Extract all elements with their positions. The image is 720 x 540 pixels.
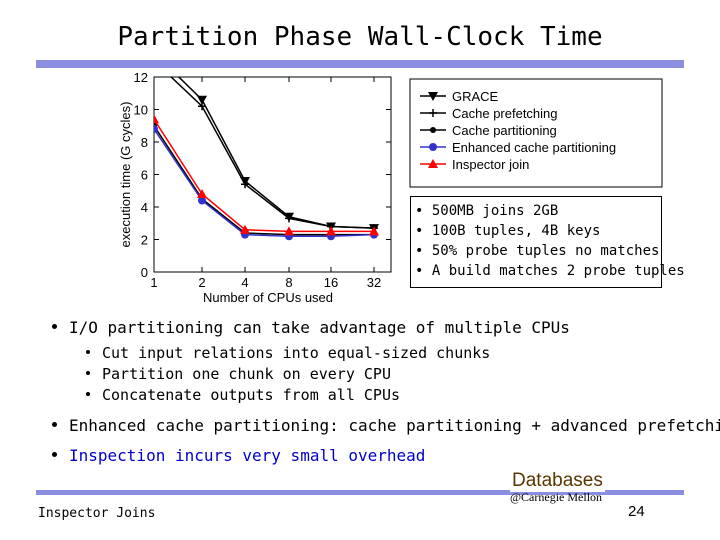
legend-label: Enhanced cache partitioning (452, 140, 616, 155)
series-line (154, 118, 374, 233)
legend-label: Cache partitioning (452, 123, 557, 138)
data-point (241, 180, 249, 189)
legend-label: Inspector join (452, 157, 529, 172)
y-tick-label: 4 (141, 200, 148, 215)
bullet-dot-icon (86, 391, 90, 396)
bullet-dot-icon (86, 349, 90, 354)
data-point (154, 125, 158, 133)
y-tick-label: 2 (141, 233, 148, 248)
sub-bullet: Partition one chunk on every CPU (86, 365, 391, 383)
series-inspector-join (154, 114, 379, 236)
y-tick-label: 12 (134, 70, 148, 85)
footer-divider (36, 490, 684, 495)
data-point (198, 196, 206, 205)
data-point (150, 57, 158, 65)
x-tick-label: 32 (367, 275, 381, 290)
data-point (154, 114, 159, 124)
logo-main-text: Databases (510, 470, 605, 492)
series-line (170, 77, 375, 229)
legend-entry-cache-prefetching: Cache prefetching (420, 106, 558, 121)
data-point (285, 214, 293, 223)
legend-marker (429, 109, 437, 117)
series-grace (149, 49, 379, 234)
data-point (369, 226, 379, 236)
page-number: 24 (628, 503, 645, 520)
bullet-main-3: Inspection incurs very small overhead (52, 446, 425, 465)
legend-label: GRACE (452, 89, 499, 104)
footer-title: Inspector Joins (38, 506, 156, 521)
y-axis-label: execution time (G cycles) (118, 102, 133, 248)
sub-bullet: Concatenate outputs from all CPUs (86, 386, 400, 404)
series-line (154, 125, 374, 236)
slide-title: Partition Phase Wall-Clock Time (117, 22, 603, 52)
cmu-databases-logo: Databases @Carnegie Mellon (510, 470, 605, 505)
legend-entry-enhanced-cache-partitioning: Enhanced cache partitioning (420, 140, 616, 155)
data-point (197, 95, 207, 105)
data-point (326, 226, 336, 236)
series-line (154, 128, 375, 237)
legend-marker (428, 92, 438, 101)
note-line: • 50% probe tuples no matches (415, 243, 660, 259)
bullet-dot-icon (52, 452, 57, 457)
x-tick-label: 16 (324, 275, 338, 290)
series-enhanced-cache-partitioning (154, 125, 378, 241)
legend-box (409, 78, 663, 188)
logo-sub-text: @Carnegie Mellon (510, 490, 603, 504)
bullet-main-2: Enhanced cache partitioning: cache parti… (52, 416, 720, 435)
legend-entry-inspector-join: Inspector join (420, 157, 529, 172)
title-divider (36, 60, 684, 68)
bullet-dot-icon (52, 422, 57, 427)
sub-bullet: Cut input relations into equal-sized chu… (86, 344, 490, 362)
data-point (197, 189, 207, 198)
x-tick-label: 1 (150, 275, 157, 290)
x-axis-label: Number of CPUs used (203, 290, 333, 305)
series-line (177, 77, 375, 229)
x-tick-label: 2 (198, 275, 205, 290)
y-tick-label: 10 (134, 103, 148, 118)
legend-marker (429, 143, 437, 151)
data-point (198, 102, 206, 111)
bullet-main-1: I/O partitioning can take advantage of m… (52, 318, 570, 337)
x-tick-label: 4 (241, 275, 248, 290)
note-line: • A build matches 2 probe tuples (415, 263, 685, 279)
y-tick-label: 8 (141, 135, 148, 150)
note-line: • 100B tuples, 4B keys (415, 223, 601, 239)
y-tick-label: 0 (141, 265, 148, 280)
note-line: • 500MB joins 2GB (415, 203, 559, 219)
legend-entry-grace: GRACE (420, 89, 499, 104)
bullet-dot-icon (52, 324, 57, 329)
legend-label: Cache prefetching (452, 106, 558, 121)
x-tick-label: 8 (285, 275, 292, 290)
experiment-notes-box: • 500MB joins 2GB • 100B tuples, 4B keys… (410, 196, 685, 288)
legend-marker (430, 127, 436, 133)
legend-entry-cache-partitioning: Cache partitioning (420, 123, 557, 138)
bullet-dot-icon (86, 370, 90, 375)
y-tick-label: 6 (141, 168, 148, 183)
series-cache-partitioning (154, 122, 377, 238)
data-point (240, 224, 250, 234)
data-point (284, 226, 294, 236)
legend-marker (428, 159, 438, 168)
data-point (149, 49, 159, 58)
